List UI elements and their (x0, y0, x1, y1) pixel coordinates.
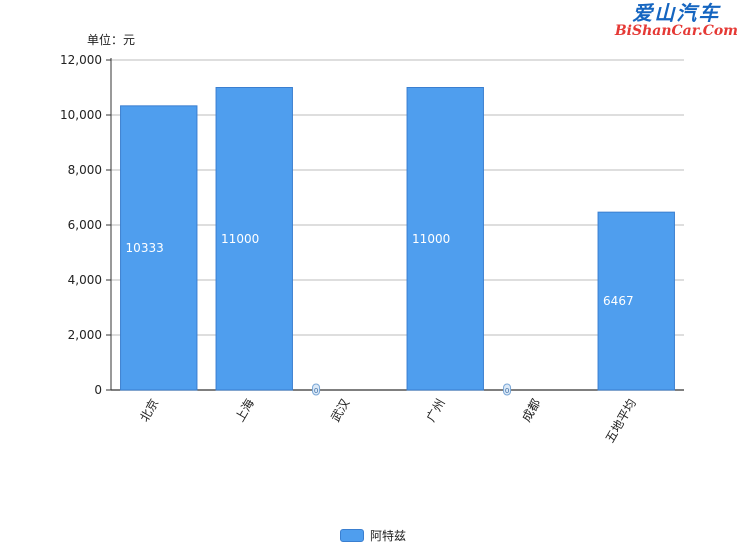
bar-value-label: 0 (505, 387, 509, 395)
bar-value-label: 10333 (126, 241, 164, 255)
bar[interactable] (406, 87, 484, 391)
y-tick-label: 6,000 (68, 218, 102, 232)
x-category-label: 广州 (424, 397, 448, 425)
zero-value-marker (312, 383, 321, 396)
watermark-chinese-text: 爱山汽车 (632, 1, 721, 25)
y-tick-label: 0 (94, 383, 102, 397)
x-category-label: 五地平均 (603, 397, 639, 446)
y-tick-label: 12,000 (60, 53, 102, 67)
bar-value-label: 11000 (412, 232, 450, 246)
bar-value-label: 6467 (603, 294, 634, 308)
bar-value-label: 0 (314, 387, 318, 395)
zero-value-marker (503, 383, 512, 396)
legend-label: 阿特兹 (370, 529, 407, 543)
unit-label: 单位：元 (87, 33, 136, 47)
x-category-label: 武汉 (328, 397, 352, 425)
y-tick-label: 2,000 (68, 328, 102, 342)
x-category-label: 成都 (519, 397, 543, 425)
bar[interactable] (597, 211, 675, 391)
watermark-url-text: BiShanCar.Com (614, 23, 738, 39)
bar-value-label: 11000 (221, 232, 259, 246)
bar[interactable] (215, 87, 293, 391)
x-category-label: 北京 (137, 397, 161, 425)
legend-swatch (340, 529, 364, 542)
y-tick-label: 10,000 (60, 108, 102, 122)
y-tick-label: 8,000 (68, 163, 102, 177)
y-tick-label: 4,000 (68, 273, 102, 287)
bar[interactable] (120, 105, 198, 391)
site-watermark-logo: 爱山汽车 BiShanCar.Com (615, 2, 738, 38)
legend[interactable]: 阿特兹 (340, 527, 406, 544)
x-category-label: 上海 (232, 396, 257, 424)
